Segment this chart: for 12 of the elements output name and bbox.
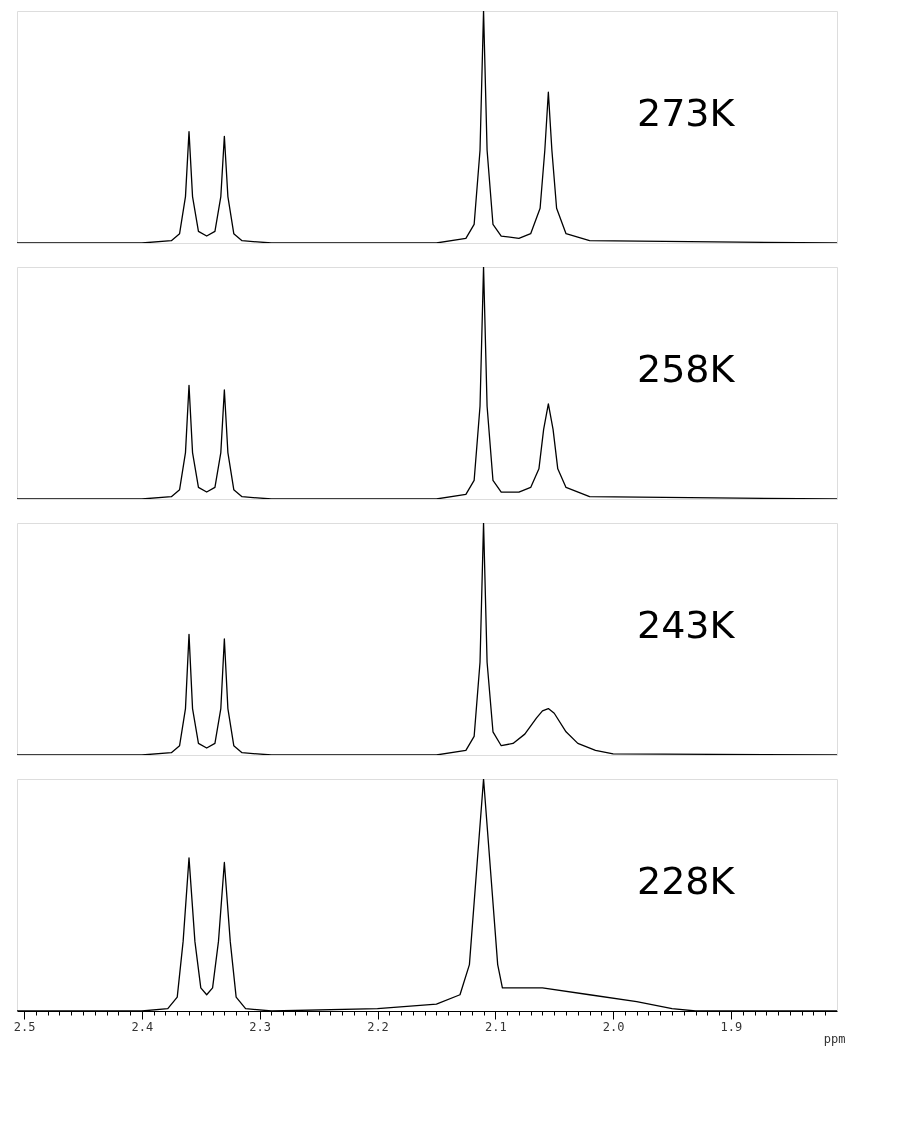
x-tick-label: 2.0 [602,1019,625,1034]
text: 228K [637,859,736,904]
x-tick-label: 2.5 [13,1019,36,1034]
x-tick-label: 2.2 [367,1019,389,1034]
x-axis-title: ppm [823,1031,846,1046]
x-tick-label: 2.1 [484,1019,507,1034]
text: 243K [637,603,736,648]
x-tick-label: 1.9 [720,1019,743,1034]
x-tick-label: 2.3 [249,1019,272,1034]
text: 273K [637,91,736,136]
x-tick-label: 2.4 [131,1019,154,1034]
text: 258K [637,347,736,392]
